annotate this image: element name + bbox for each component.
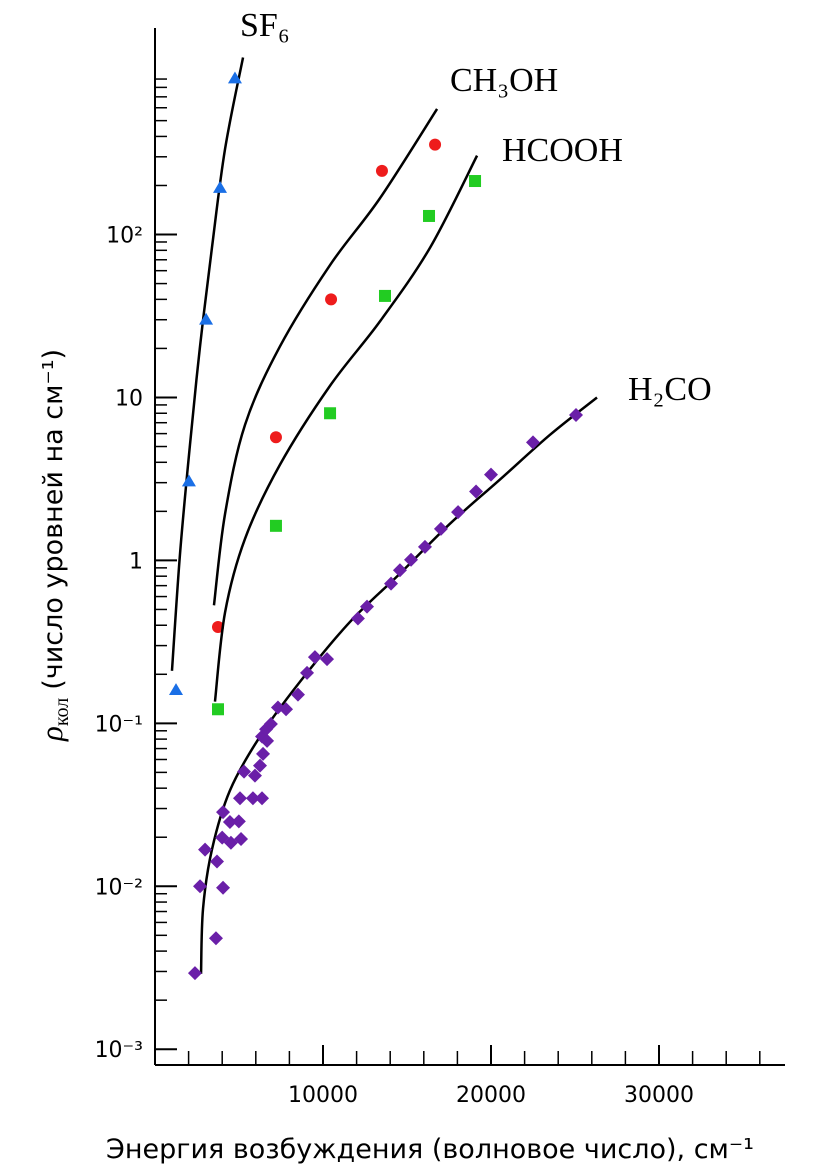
point — [423, 209, 436, 222]
point — [375, 164, 388, 177]
point — [245, 791, 260, 806]
fit-curve — [199, 396, 598, 974]
series-label: HCOOH — [502, 132, 623, 169]
point — [290, 687, 305, 702]
point — [199, 312, 214, 325]
point — [404, 552, 419, 567]
point — [469, 175, 482, 188]
point — [307, 650, 322, 665]
point — [187, 966, 202, 981]
point — [208, 931, 223, 946]
point — [216, 805, 231, 820]
point — [300, 665, 315, 680]
series-label: SF₆ — [240, 7, 290, 44]
y-axis-label: ρкол (число уровней на см⁻¹) — [34, 349, 73, 742]
point — [253, 758, 267, 773]
point — [198, 842, 213, 857]
point — [433, 521, 448, 536]
x-tick-label: 30000 — [624, 1083, 694, 1108]
point — [209, 854, 224, 869]
point — [212, 621, 224, 634]
point — [320, 652, 335, 667]
y-tick-label: 10⁻¹ — [95, 712, 143, 737]
x-tick-label: 10000 — [288, 1083, 358, 1108]
y-tick-label: 1 — [129, 549, 143, 574]
point — [222, 815, 237, 830]
y-tick-label: 10² — [106, 224, 143, 249]
point — [256, 746, 271, 761]
point — [247, 768, 262, 783]
point — [350, 611, 365, 626]
fit-curve — [213, 155, 479, 702]
point — [451, 505, 466, 520]
point — [429, 138, 442, 151]
point — [279, 702, 294, 717]
point — [269, 519, 282, 532]
series-label: H₂CO — [628, 371, 712, 408]
x-axis-label: Энергия возбуждения (волновое число), см… — [106, 1134, 754, 1165]
point — [169, 683, 183, 695]
point — [231, 814, 246, 829]
point — [193, 879, 208, 894]
fit-curve — [212, 108, 439, 606]
y-label-symbol: ρ — [34, 726, 69, 742]
point — [260, 733, 275, 748]
point — [181, 474, 196, 487]
point — [417, 539, 432, 554]
point — [324, 407, 337, 420]
point — [234, 832, 249, 847]
y-label-subscript: кол — [51, 698, 73, 726]
y-label-text: (число уровней на см⁻¹) — [38, 349, 69, 690]
point — [569, 408, 584, 423]
point — [237, 764, 252, 779]
point — [263, 717, 278, 732]
point — [360, 599, 375, 614]
point — [216, 880, 231, 895]
point — [213, 181, 228, 193]
point — [484, 467, 498, 482]
point — [212, 703, 224, 716]
point — [255, 791, 270, 806]
point — [392, 563, 407, 578]
series-label: CH₃OH — [450, 62, 558, 99]
point — [469, 484, 484, 499]
y-tick-label: 10 — [115, 386, 143, 411]
point — [227, 71, 242, 84]
point — [384, 576, 399, 591]
fit-curve — [170, 57, 245, 671]
point — [269, 431, 282, 444]
point — [233, 791, 248, 806]
x-tick-label: 20000 — [456, 1083, 526, 1108]
y-tick-label: 10⁻² — [95, 875, 143, 900]
point — [378, 289, 391, 302]
point — [325, 293, 338, 306]
y-tick-label: 10⁻³ — [95, 1038, 143, 1063]
point — [526, 435, 540, 450]
